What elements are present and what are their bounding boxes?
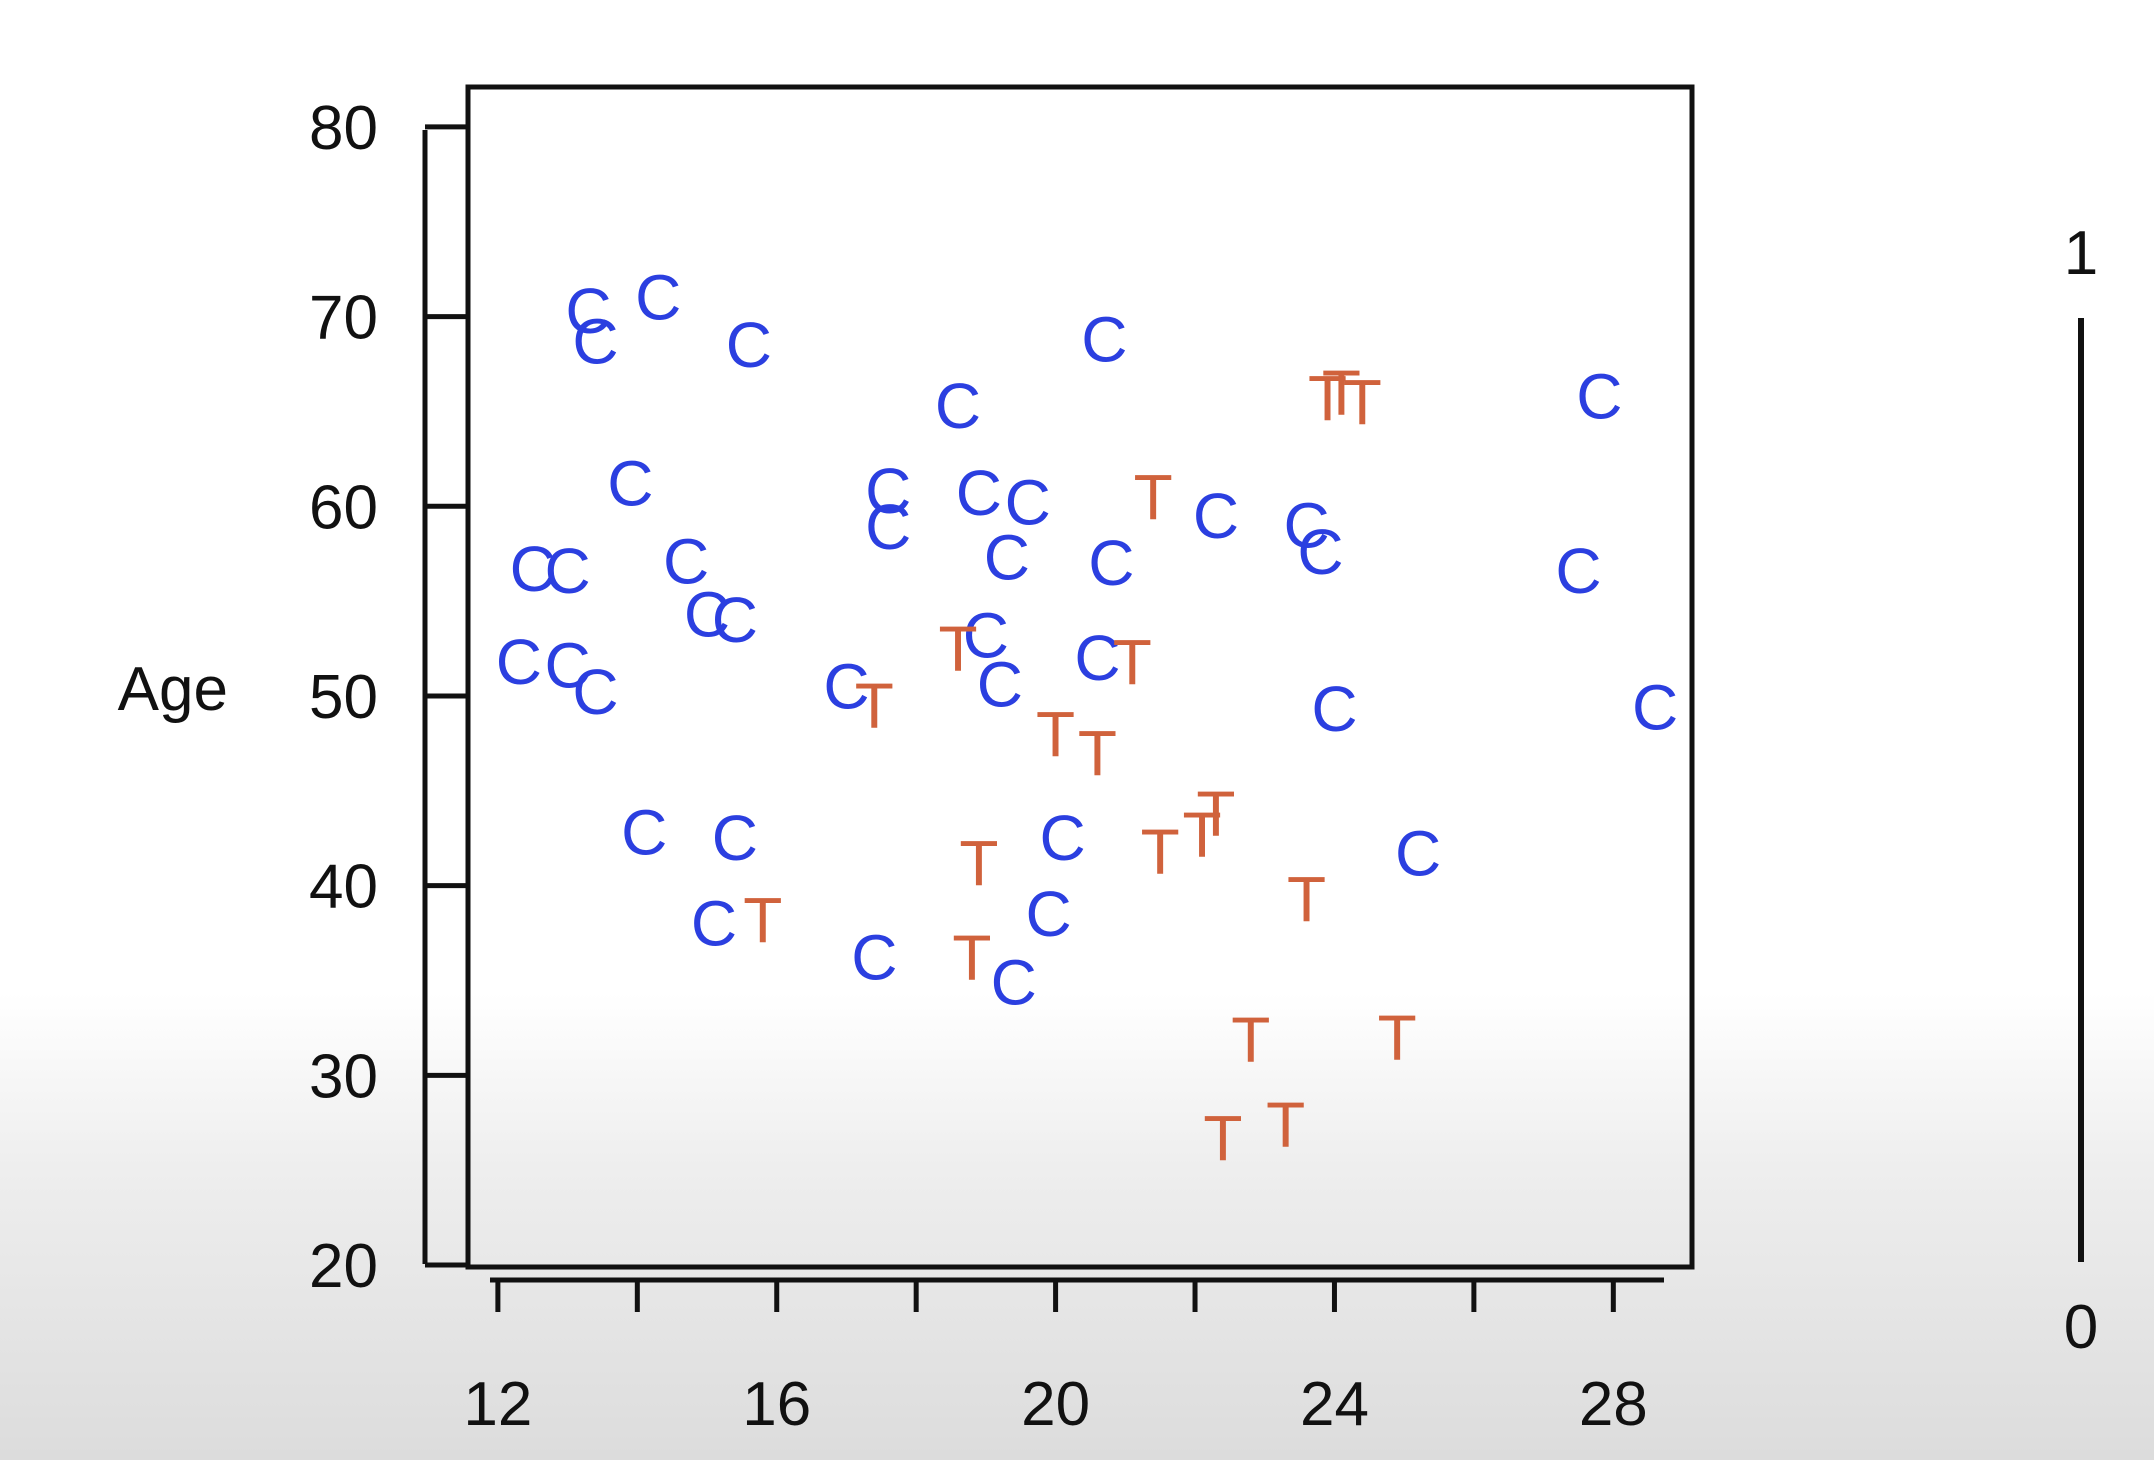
side-scale-bottom-label: 0 (2064, 1293, 2098, 1362)
point-t-9: T (1196, 778, 1235, 850)
point-c-10: C (1005, 466, 1051, 538)
point-c-9: C (956, 457, 1002, 529)
point-c-7: C (607, 448, 653, 520)
point-c-39: C (991, 946, 1037, 1018)
point-c-23: C (963, 599, 1009, 671)
point-t-12: T (959, 827, 998, 899)
point-c-8: C (865, 455, 911, 527)
point-c-14: C (1297, 516, 1343, 588)
point-c-17: C (510, 533, 556, 605)
point-c-26: C (544, 630, 590, 702)
point-c-5: C (935, 370, 981, 442)
point-t-19: T (1203, 1102, 1242, 1174)
point-c-19: C (663, 525, 709, 597)
point-c-37: C (1026, 878, 1072, 950)
point-t-8: T (1078, 717, 1117, 789)
x-axis: 12 16 20 24 28 (463, 1277, 1664, 1439)
point-c-32: C (621, 797, 667, 869)
point-t-2: T (1343, 366, 1382, 438)
y-axis: 20 30 40 50 60 70 80 (309, 94, 466, 1301)
point-c-0: C (565, 275, 611, 347)
point-t-1: T (1322, 356, 1361, 428)
data-points: C CC C CC CC C C CC C CCC CCC C CCC C CC CC CC C CC C C CC CC C… (496, 262, 1679, 1174)
y-tick-label-70: 70 (309, 284, 378, 353)
point-c-27: C (572, 656, 618, 728)
point-c-30: C (1311, 673, 1357, 745)
x-tick-label-16: 16 (742, 1370, 811, 1439)
point-c-16: C (1088, 527, 1134, 599)
y-tick-label-80: 80 (309, 94, 378, 163)
point-c-6: C (1576, 360, 1622, 432)
y-axis-label: Age (118, 655, 228, 724)
point-t-15: T (952, 922, 991, 994)
point-c-22: C (712, 584, 758, 656)
point-c-21: C (684, 578, 730, 650)
side-scale-top-label: 1 (2064, 219, 2098, 288)
point-c-25: C (496, 626, 542, 698)
y-tick-label-20: 20 (309, 1232, 378, 1301)
point-c-28: C (977, 649, 1023, 721)
point-c-2: C (572, 305, 618, 377)
point-t-3: T (1134, 461, 1173, 533)
point-t-17: T (1378, 1001, 1417, 1073)
point-c-35: C (1395, 817, 1441, 889)
point-t-6: T (855, 669, 894, 741)
point-c-24: C (1074, 622, 1120, 694)
point-t-4: T (938, 613, 977, 685)
point-t-7: T (1036, 698, 1075, 770)
point-c-36: C (691, 888, 737, 960)
point-t-5: T (1113, 626, 1152, 698)
x-tick-label-20: 20 (1021, 1370, 1090, 1439)
point-c-1: C (635, 262, 681, 334)
point-c-13: C (1283, 489, 1329, 561)
point-c-33: C (712, 802, 758, 874)
point-c-31: C (1632, 671, 1678, 743)
point-c-3: C (726, 309, 772, 381)
y-tick-label-50: 50 (309, 663, 378, 732)
side-scale: 1 0 (2064, 219, 2098, 1362)
point-t-11: T (1141, 816, 1180, 888)
point-c-20: C (1555, 535, 1601, 607)
point-t-14: T (743, 884, 782, 956)
point-t-10: T (1182, 798, 1221, 870)
point-c-18: C (544, 535, 590, 607)
x-tick-label-12: 12 (463, 1370, 532, 1439)
point-c-11: C (865, 491, 911, 563)
y-tick-label-40: 40 (309, 853, 378, 922)
y-tick-label-60: 60 (309, 473, 378, 542)
point-c-29: C (823, 650, 869, 722)
plot-frame (465, 84, 1695, 1270)
point-t-0: T (1308, 362, 1347, 434)
point-c-15: C (984, 522, 1030, 594)
x-tick-label-28: 28 (1579, 1370, 1648, 1439)
point-c-4: C (1081, 303, 1127, 375)
y-tick-label-30: 30 (309, 1042, 378, 1111)
point-c-12: C (1193, 480, 1239, 552)
point-t-18: T (1266, 1089, 1305, 1161)
point-c-34: C (1039, 802, 1085, 874)
point-t-13: T (1287, 863, 1326, 935)
x-tick-label-24: 24 (1300, 1370, 1369, 1439)
point-t-16: T (1231, 1003, 1270, 1075)
point-c-38: C (851, 922, 897, 994)
